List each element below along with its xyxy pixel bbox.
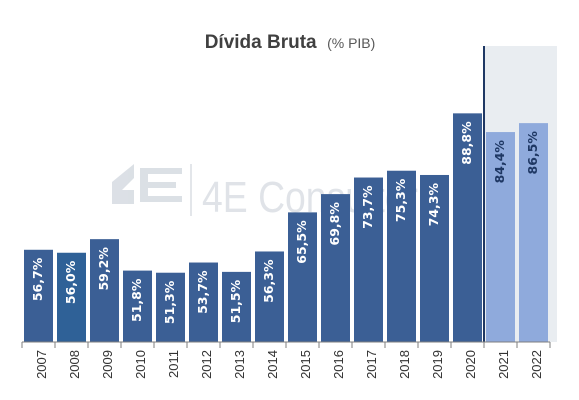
bar-value-label-2010: 51,8%	[129, 278, 144, 322]
x-tick-label-2017: 2017	[364, 350, 379, 379]
bar-2020	[453, 113, 482, 342]
bar-value-label-2019: 74,3%	[426, 183, 441, 227]
bar-value-label-2014: 56,3%	[261, 259, 276, 303]
bar-value-label-2020: 88,8%	[459, 121, 474, 165]
bar-2010	[123, 270, 152, 342]
x-tick-label-2014: 2014	[265, 350, 280, 379]
bar-value-label-2012: 53,7%	[195, 270, 210, 314]
bar-value-label-2011: 51,3%	[162, 280, 177, 324]
bar-value-label-2017: 73,7%	[360, 185, 375, 229]
x-tick-label-2013: 2013	[232, 350, 247, 379]
x-tick-label-2007: 2007	[34, 350, 49, 379]
bar-2009	[90, 239, 119, 342]
bar-2016	[321, 194, 350, 342]
bar-value-label-2009: 59,2%	[96, 247, 111, 291]
x-tick-label-2019: 2019	[430, 350, 445, 379]
bar-value-label-2015: 65,5%	[294, 220, 309, 264]
x-tick-label-2012: 2012	[199, 350, 214, 379]
bar-value-label-2008: 56,0%	[63, 260, 78, 304]
bar-2019	[420, 174, 449, 342]
chart-subtitle: (% PIB)	[327, 35, 375, 51]
x-tick-label-2018: 2018	[397, 350, 412, 379]
bar-2017	[354, 177, 383, 342]
bar-2013	[222, 271, 251, 342]
bar-2012	[189, 262, 218, 342]
chart-title-group: Dívida Bruta (% PIB)	[205, 32, 376, 53]
watermark-4e-mark	[112, 164, 192, 216]
bar-2018	[387, 170, 416, 342]
chart-title: Dívida Bruta	[205, 32, 317, 53]
x-tick-label-2015: 2015	[298, 350, 313, 379]
bar-value-label-2022: 86,5%	[525, 131, 540, 175]
bar-value-label-2021: 84,4%	[492, 140, 507, 184]
bar-2011	[156, 272, 185, 342]
x-tick-label-2016: 2016	[331, 350, 346, 379]
x-tick-label-2021: 2021	[496, 350, 511, 379]
bar-2022	[519, 123, 548, 342]
bar-2014	[255, 251, 284, 342]
x-tick-label-2009: 2009	[100, 350, 115, 379]
bar-value-label-2016: 69,8%	[327, 202, 342, 246]
bar-value-label-2007: 56,7%	[30, 257, 45, 301]
x-tick-label-2020: 2020	[463, 350, 478, 379]
bar-2021	[486, 132, 515, 342]
bar-2015	[288, 212, 317, 342]
bar-2007	[24, 249, 53, 342]
x-tick-label-2022: 2022	[529, 350, 544, 379]
x-tick-label-2008: 2008	[67, 350, 82, 379]
bar-value-label-2013: 51,5%	[228, 279, 243, 323]
bar-2008	[57, 252, 86, 342]
x-tick-label-2011: 2011	[166, 350, 181, 378]
x-tick-label-2010: 2010	[133, 350, 148, 379]
bar-value-label-2018: 75,3%	[393, 178, 408, 222]
